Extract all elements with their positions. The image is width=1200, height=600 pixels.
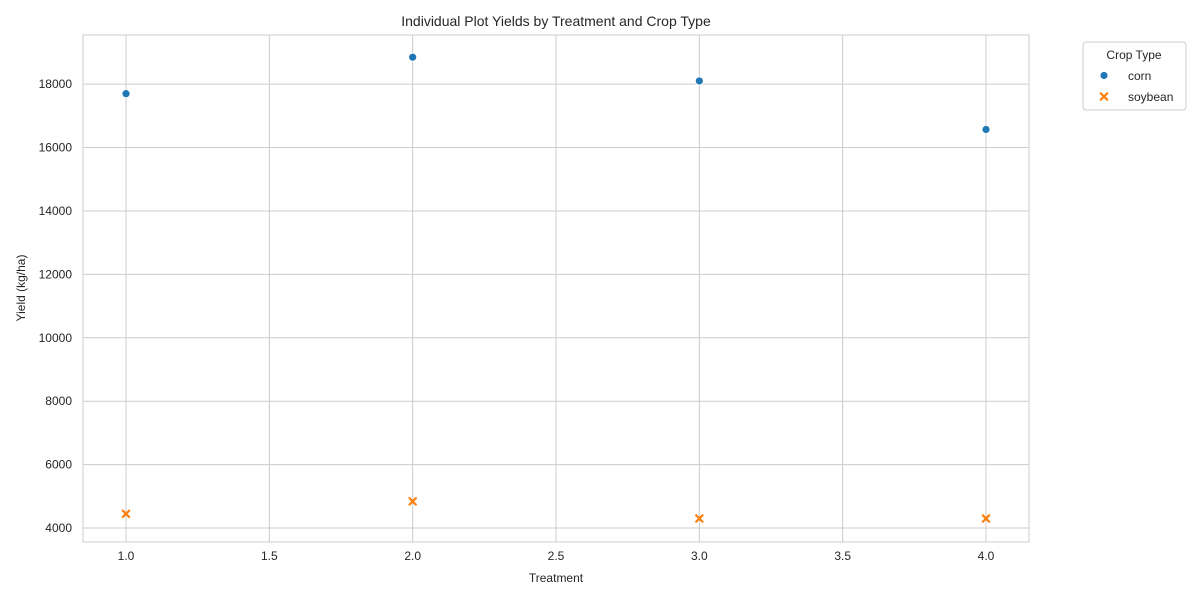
soybean-point <box>981 514 991 523</box>
y-axis-ticks: 4000 6000 8000 10000 12000 14000 16000 18000 <box>39 77 73 535</box>
y-tick-label: 6000 <box>45 458 72 472</box>
x-tick-label: 3.0 <box>691 549 708 563</box>
soybean-point <box>695 514 704 523</box>
plot-area-frame <box>82 34 1030 543</box>
y-axis-label: Yield (kg/ha) <box>14 255 28 322</box>
corn-point <box>694 76 704 86</box>
x-tick-label: 1.5 <box>261 549 278 563</box>
y-tick-label: 4000 <box>45 521 72 535</box>
x-tick-label: 2.0 <box>404 549 421 563</box>
grid-lines <box>83 35 1029 542</box>
x-tick-label: 3.5 <box>834 549 851 563</box>
corn-point <box>121 89 131 99</box>
corn-point <box>981 125 991 134</box>
legend-box <box>1082 41 1187 111</box>
y-tick-label: 8000 <box>45 394 72 408</box>
x-tick-label: 2.5 <box>548 549 565 563</box>
legend: Crop Type corn soybean <box>1082 41 1187 111</box>
soybean-point <box>408 497 417 506</box>
x-tick-label: 1.0 <box>118 549 135 563</box>
legend-marker-corn <box>1099 71 1109 80</box>
y-tick-label: 14000 <box>39 204 73 218</box>
x-axis-ticks: 1.0 1.5 2.0 2.5 3.0 3.5 4.0 <box>118 549 995 563</box>
legend-label-soybean: soybean <box>1128 90 1173 104</box>
data-points <box>121 52 991 523</box>
legend-title: Crop Type <box>1106 48 1161 62</box>
legend-marker-soybean <box>1099 92 1109 101</box>
y-tick-label: 12000 <box>39 267 73 281</box>
x-tick-label: 4.0 <box>978 549 995 563</box>
y-tick-label: 18000 <box>39 77 73 91</box>
legend-items: corn soybean <box>1099 69 1173 104</box>
y-tick-label: 10000 <box>39 331 73 345</box>
corn-point <box>408 52 418 62</box>
chart-title: Individual Plot Yields by Treatment and … <box>401 13 711 29</box>
y-tick-label: 16000 <box>39 141 73 155</box>
x-axis-label: Treatment <box>529 571 584 585</box>
soybean-point <box>121 509 131 519</box>
legend-label-corn: corn <box>1128 69 1151 83</box>
